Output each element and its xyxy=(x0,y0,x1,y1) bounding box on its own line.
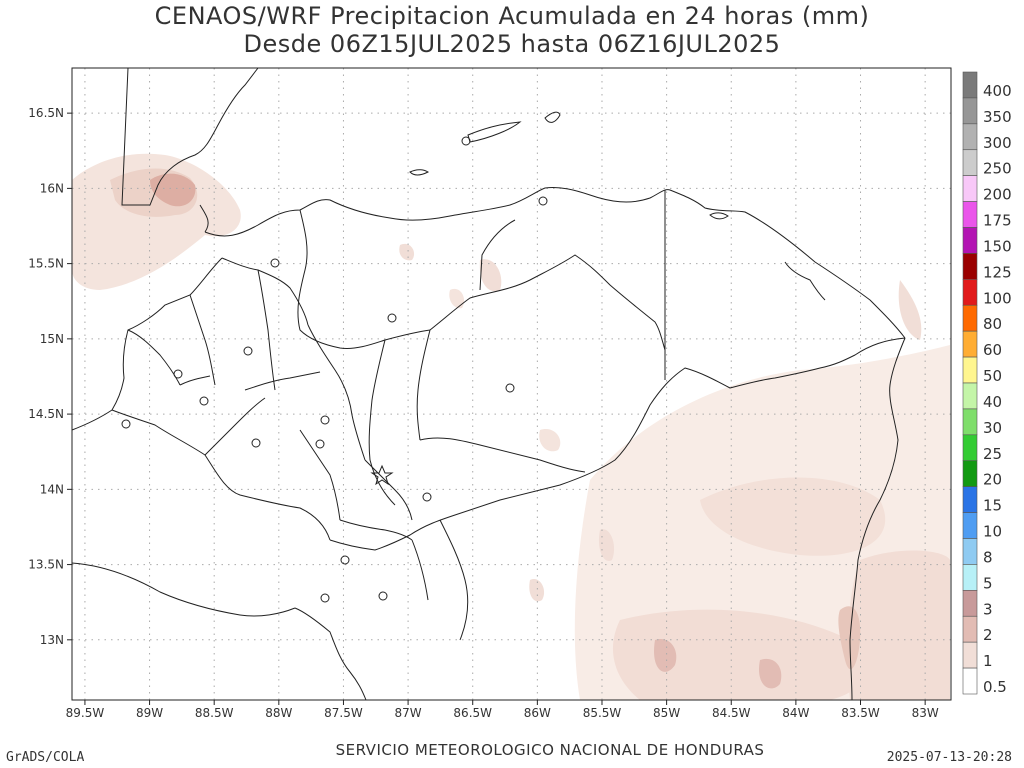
colorbar-label: 200 xyxy=(983,186,1012,204)
colorbar-swatch xyxy=(962,460,978,487)
colorbar-label: 100 xyxy=(983,289,1012,307)
colorbar-label: 5 xyxy=(983,574,993,592)
lon-tick-label: 84.5W xyxy=(712,706,751,720)
colorbar-swatch xyxy=(962,538,978,565)
lon-tick-label: 88.5W xyxy=(195,706,234,720)
colorbar-label: 250 xyxy=(983,160,1012,178)
lat-tick-label: 13N xyxy=(40,633,64,647)
map-title: CENAOS/WRF Precipitacion Acumulada en 24… xyxy=(154,2,870,30)
colorbar-swatch xyxy=(962,615,978,643)
agency-name: SERVICIO METEOROLOGICO NACIONAL DE HONDU… xyxy=(335,741,765,759)
longitude-labels: 89.5W 89W 88.5W 88W 87.5W 87W 86.5W 86W 85.5W 85W… xyxy=(66,700,939,720)
colorbar-label: 175 xyxy=(983,212,1012,230)
colorbar-swatch xyxy=(962,304,978,332)
colorbar-label: 25 xyxy=(983,445,1002,463)
colorbar-label: 40 xyxy=(983,393,1002,411)
colorbar-swatch xyxy=(962,382,978,410)
lon-tick-label: 87.5W xyxy=(324,706,363,720)
lon-tick-label: 87W xyxy=(395,706,422,720)
colorbar-label: 80 xyxy=(983,315,1002,333)
colorbar-label: 350 xyxy=(983,108,1012,126)
precipitation-shading xyxy=(72,153,950,700)
colorbar-label: 8 xyxy=(983,548,993,566)
colorbar-label: 50 xyxy=(983,367,1002,385)
run-timestamp: 2025-07-13-20:28 xyxy=(886,750,1012,765)
lon-tick-label: 83W xyxy=(912,706,939,720)
lon-tick-label: 85W xyxy=(653,706,680,720)
colorbar-label: 0.5 xyxy=(983,678,1007,696)
coastline-and-borders xyxy=(71,67,906,701)
colorbar-label: 150 xyxy=(983,237,1012,255)
colorbar-label: 1 xyxy=(983,652,993,670)
colorbar-swatch xyxy=(962,590,978,617)
lon-tick-label: 86W xyxy=(524,706,551,720)
lat-tick-label: 15N xyxy=(40,332,64,346)
colorbar-swatch xyxy=(962,253,978,280)
colorbar-swatch xyxy=(962,434,978,462)
colorbar-swatch xyxy=(962,97,978,125)
colorbar-label: 60 xyxy=(983,341,1002,359)
colorbar-label: 3 xyxy=(983,600,993,618)
lat-tick-label: 13.5N xyxy=(28,558,64,572)
colorbar-label: 15 xyxy=(983,497,1002,515)
colorbar-swatch xyxy=(962,641,978,669)
lon-tick-label: 88W xyxy=(265,706,292,720)
colorbar-label: 125 xyxy=(983,263,1012,281)
colorbar-swatch xyxy=(962,408,978,436)
colorbar-swatch xyxy=(962,279,978,306)
colorbar-label: 20 xyxy=(983,471,1002,489)
lat-lon-grid xyxy=(72,68,951,700)
colorbar-label: 300 xyxy=(983,134,1012,152)
software-credit: GrADS/COLA xyxy=(6,750,85,765)
colorbar-swatch xyxy=(962,564,978,591)
lon-tick-label: 86.5W xyxy=(453,706,492,720)
map-frame xyxy=(71,67,952,701)
lon-tick-label: 84W xyxy=(782,706,809,720)
colorbar-swatch xyxy=(962,175,978,202)
lat-tick-label: 15.5N xyxy=(28,257,64,271)
colorbar-swatch xyxy=(962,667,978,695)
lat-tick-label: 14N xyxy=(40,482,64,496)
lon-tick-label: 85.5W xyxy=(583,706,622,720)
colorbar-swatch xyxy=(962,356,978,384)
colorbar-label: 400 xyxy=(983,82,1012,100)
city-markers xyxy=(121,136,548,603)
colorbar-swatch xyxy=(962,71,978,99)
colorbar-swatch xyxy=(962,149,978,176)
colorbar-swatch xyxy=(962,486,978,513)
colorbar-swatch xyxy=(962,123,978,151)
map-subtitle: Desde 06Z15JUL2025 hasta 06Z16JUL2025 xyxy=(243,30,781,58)
colorbar-swatch xyxy=(962,330,978,358)
lat-tick-label: 16N xyxy=(40,181,64,195)
lon-tick-label: 83.5W xyxy=(841,706,880,720)
lat-tick-label: 16.5N xyxy=(28,106,64,120)
lon-tick-label: 89W xyxy=(136,706,163,720)
colorbar-label: 2 xyxy=(983,626,993,644)
latitude-labels: 16.5N 16N 15.5N 15N 14.5N 14N 13.5N 13N xyxy=(28,106,72,647)
lat-tick-label: 14.5N xyxy=(28,407,64,421)
colorbar-swatch xyxy=(962,227,978,254)
colorbar-label: 30 xyxy=(983,419,1002,437)
colorbar-label: 10 xyxy=(983,523,1002,541)
colorbar: 4003503002502001751501251008060504030252… xyxy=(962,71,1012,696)
colorbar-swatch xyxy=(962,201,978,228)
lon-tick-label: 89.5W xyxy=(66,706,105,720)
colorbar-swatch xyxy=(962,512,978,539)
